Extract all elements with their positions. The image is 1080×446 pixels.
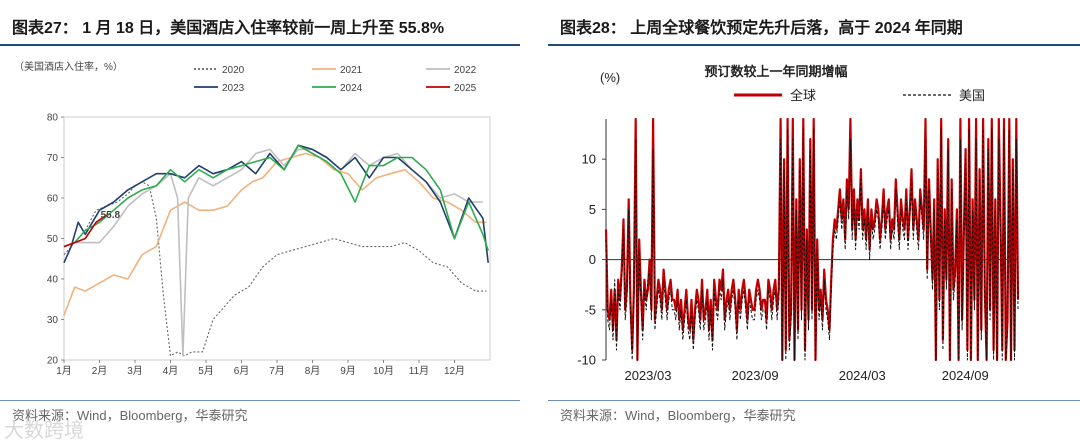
right-y-tick-label: 10	[582, 152, 596, 167]
left-title-divider	[0, 44, 520, 46]
right-footer-divider	[548, 400, 1080, 401]
left-x-tick-label: 3月	[127, 365, 143, 377]
left-y-tick-label: 70	[47, 153, 59, 164]
left-legend-label: 2021	[340, 65, 363, 76]
right-y-tick-label: -10	[577, 353, 596, 368]
left-x-tick-label: 6月	[234, 365, 250, 377]
left-x-tick-label: 1月	[56, 365, 72, 377]
left-x-tick-label: 9月	[340, 365, 356, 377]
left-footer-divider	[0, 400, 520, 401]
left-legend-label: 2025	[454, 83, 477, 94]
left-x-tick-label: 8月	[305, 365, 321, 377]
right-x-tick-label: 2023/03	[624, 368, 671, 383]
left-series-line-2022	[63, 148, 483, 357]
left-series-line-2023	[63, 144, 489, 264]
left-y-tick-label: 50	[47, 234, 59, 245]
left-legend-label: 2020	[222, 65, 245, 76]
right-title-divider	[548, 44, 1080, 46]
right-series-line-us	[605, 128, 1019, 361]
right-y-tick-label: 0	[589, 252, 596, 267]
left-series-line-2020	[63, 181, 487, 357]
right-chart-title: 图表28： 上周全球餐饮预定先升后落，高于 2024 年同期	[560, 20, 963, 37]
left-legend-label: 2023	[222, 83, 245, 94]
right-y-tick-label: -5	[584, 302, 596, 317]
right-source-note: 资料来源：Wind，Bloomberg，华泰研究	[560, 408, 796, 423]
left-series-line-2025	[63, 214, 108, 248]
left-x-tick-label: 4月	[163, 365, 179, 377]
left-y-tick-label: 40	[47, 275, 59, 286]
left-legend-label: 2024	[340, 83, 363, 94]
right-chart-inner-title: 预订数较上一年同期增幅	[704, 64, 847, 79]
left-x-tick-label: 7月	[269, 365, 285, 377]
left-y-tick-label: 30	[47, 315, 59, 326]
right-x-tick-label: 2023/09	[732, 368, 779, 383]
left-y-tick-label: 80	[47, 113, 59, 124]
left-chart-title: 图表27： 1 月 18 日，美国酒店入住率较前一周上升至 55.8%	[12, 20, 445, 37]
right-legend-label: 美国	[959, 88, 985, 103]
left-y-tick-label: 20	[47, 356, 59, 367]
right-chart-panel: 图表28： 上周全球餐饮预定先升后落，高于 2024 年同期 预订数较上一年同期…	[548, 0, 1080, 446]
left-x-tick-label: 2月	[92, 365, 108, 377]
restaurant-booking-chart: 预订数较上一年同期增幅 (%) 全球 美国 -10 -5 0 5 10 2023/03 2023/0…	[577, 64, 1020, 383]
left-annotation-label: 55.8	[101, 210, 121, 221]
left-source-note: 资料来源：Wind，Bloomberg，华泰研究	[12, 408, 248, 423]
left-x-tick-label: 5月	[198, 365, 214, 377]
hotel-occupancy-chart: （美国酒店入住率，%） 20 30 40 50 60 70 80 1月 2月 3月 4月 5月 6月 7月 8…	[14, 60, 491, 377]
left-y-tick-label: 60	[47, 194, 59, 205]
right-series-line-global	[604, 117, 1020, 362]
right-legend-label: 全球	[790, 88, 816, 103]
right-y-tick-label: 5	[589, 202, 596, 217]
right-x-tick-label: 2024/03	[839, 368, 886, 383]
left-chart-panel: 图表27： 1 月 18 日，美国酒店入住率较前一周上升至 55.8% （美国酒…	[0, 0, 520, 446]
left-x-tick-label: 10月	[373, 365, 394, 377]
right-x-tick-label: 2024/09	[942, 368, 989, 383]
left-y-axis-label: （美国酒店入住率，%）	[14, 60, 123, 73]
watermark-text: 大数跨境	[4, 420, 84, 442]
left-series-line-2021	[63, 152, 487, 316]
left-series-line-2024	[63, 144, 489, 251]
right-y-axis-label: (%)	[600, 70, 620, 85]
left-legend-label: 2022	[454, 65, 477, 76]
left-plot-frame	[63, 116, 491, 361]
left-x-tick-label: 12月	[444, 365, 465, 377]
left-x-tick-label: 11月	[409, 365, 429, 377]
